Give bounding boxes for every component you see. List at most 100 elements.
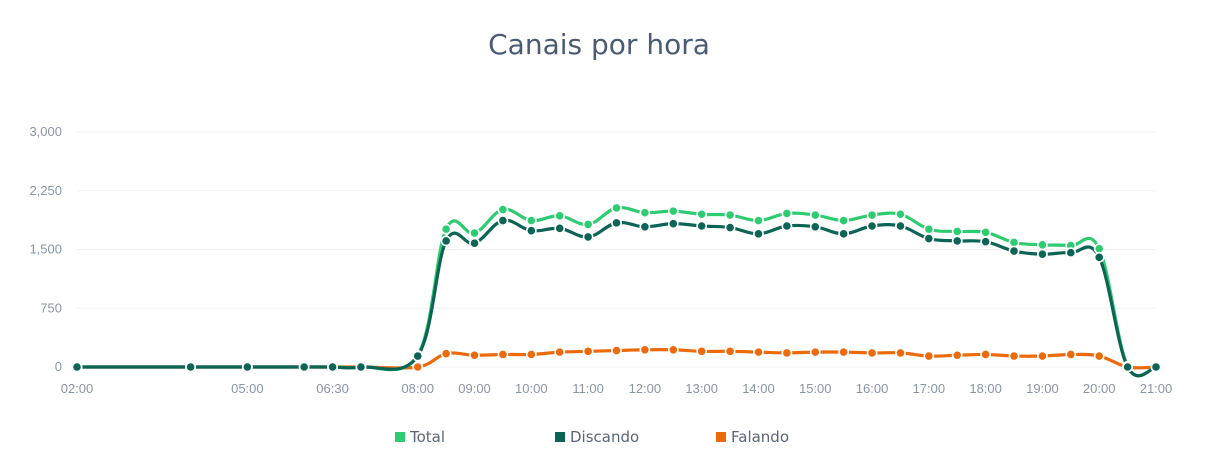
data-point-total[interactable]: [554, 210, 566, 222]
data-point-discando[interactable]: [724, 222, 736, 233]
data-point-falando[interactable]: [554, 346, 566, 358]
x-tick-label: 02:00: [61, 381, 94, 396]
data-point-discando[interactable]: [866, 220, 878, 232]
legend-item-falando[interactable]: Falando: [716, 428, 789, 446]
data-point-falando[interactable]: [980, 349, 992, 360]
data-point-discando[interactable]: [71, 361, 83, 373]
y-tick-label: 0: [55, 359, 62, 374]
data-point-falando[interactable]: [753, 346, 764, 358]
data-point-discando[interactable]: [923, 233, 935, 244]
data-point-total[interactable]: [866, 209, 878, 221]
data-point-discando[interactable]: [1150, 361, 1162, 373]
data-point-total[interactable]: [696, 208, 708, 220]
legend-item-discando[interactable]: Discando: [555, 428, 639, 446]
data-point-falando[interactable]: [525, 349, 537, 360]
data-point-discando[interactable]: [582, 231, 594, 243]
data-point-falando[interactable]: [809, 346, 821, 358]
data-point-falando[interactable]: [1008, 350, 1020, 362]
data-point-discando[interactable]: [1037, 248, 1048, 260]
data-point-discando[interactable]: [327, 361, 338, 373]
x-tick-label: 12:00: [629, 381, 662, 396]
data-point-total[interactable]: [525, 215, 537, 226]
x-tick-label: 20:00: [1083, 381, 1116, 396]
data-point-discando[interactable]: [781, 220, 793, 232]
data-point-discando[interactable]: [525, 225, 537, 237]
data-point-falando[interactable]: [866, 347, 878, 359]
data-point-total[interactable]: [895, 208, 906, 220]
data-point-falando[interactable]: [582, 345, 594, 357]
data-point-discando[interactable]: [412, 350, 424, 362]
data-point-falando[interactable]: [667, 344, 679, 356]
data-point-falando[interactable]: [412, 361, 424, 373]
x-tick-label: 11:00: [572, 381, 604, 396]
data-point-total[interactable]: [753, 215, 764, 226]
data-point-discando[interactable]: [469, 237, 480, 249]
legend-item-total[interactable]: Total: [395, 428, 445, 446]
data-point-total[interactable]: [469, 227, 480, 239]
data-point-falando[interactable]: [724, 345, 736, 357]
data-point-discando[interactable]: [241, 361, 253, 373]
legend-swatch-total: [395, 432, 405, 442]
data-point-discando[interactable]: [355, 361, 367, 373]
data-point-discando[interactable]: [809, 221, 821, 233]
data-point-total[interactable]: [582, 219, 594, 230]
data-point-total[interactable]: [724, 209, 736, 221]
data-point-discando[interactable]: [185, 361, 196, 373]
data-point-discando[interactable]: [895, 220, 906, 232]
data-point-falando[interactable]: [440, 348, 452, 360]
data-point-total[interactable]: [951, 226, 963, 237]
data-point-total[interactable]: [497, 204, 509, 215]
data-point-total[interactable]: [639, 207, 651, 219]
data-point-falando[interactable]: [781, 347, 793, 359]
x-tick-label: 13:00: [685, 381, 718, 396]
data-point-discando[interactable]: [753, 228, 764, 240]
data-point-total[interactable]: [980, 226, 992, 238]
data-point-falando[interactable]: [696, 345, 708, 357]
x-tick-label: 08:00: [401, 381, 434, 396]
data-point-total[interactable]: [781, 208, 793, 219]
data-point-discando[interactable]: [440, 235, 452, 247]
data-point-discando[interactable]: [639, 221, 651, 233]
data-point-discando[interactable]: [554, 222, 566, 234]
data-point-falando[interactable]: [639, 344, 651, 356]
series-points: [71, 202, 1162, 373]
grid-lines: [77, 131, 1156, 368]
data-point-falando[interactable]: [497, 349, 509, 360]
data-point-discando[interactable]: [298, 361, 310, 373]
data-point-discando[interactable]: [838, 228, 850, 240]
data-point-falando[interactable]: [1065, 349, 1077, 360]
x-tick-label: 16:00: [856, 381, 889, 396]
data-point-falando[interactable]: [951, 349, 963, 361]
data-point-total[interactable]: [923, 223, 935, 235]
data-point-falando[interactable]: [1093, 350, 1105, 362]
data-point-total[interactable]: [611, 202, 622, 214]
x-tick-label: 19:00: [1026, 381, 1059, 396]
y-tick-label: 750: [40, 300, 62, 315]
data-point-discando[interactable]: [1065, 247, 1077, 259]
data-point-falando[interactable]: [469, 349, 480, 361]
data-point-falando[interactable]: [838, 346, 850, 358]
y-tick-label: 1,500: [29, 242, 62, 257]
data-point-discando[interactable]: [1008, 245, 1020, 257]
data-point-discando[interactable]: [951, 235, 963, 247]
data-point-falando[interactable]: [895, 347, 906, 359]
data-point-discando[interactable]: [497, 215, 509, 226]
data-point-discando[interactable]: [611, 217, 622, 229]
data-point-falando[interactable]: [611, 345, 622, 356]
data-point-total[interactable]: [809, 209, 821, 221]
data-point-discando[interactable]: [980, 236, 992, 248]
data-point-total[interactable]: [667, 205, 679, 217]
data-point-discando[interactable]: [1122, 361, 1134, 373]
x-tick-label: 18:00: [969, 381, 1002, 396]
data-point-discando[interactable]: [696, 220, 708, 232]
data-point-falando[interactable]: [923, 350, 935, 362]
data-point-total[interactable]: [440, 223, 452, 235]
data-point-falando[interactable]: [1037, 350, 1048, 362]
data-point-total[interactable]: [838, 215, 850, 226]
legend-swatch-discando: [555, 432, 565, 442]
data-point-total[interactable]: [1037, 239, 1048, 251]
data-point-discando[interactable]: [667, 218, 679, 230]
legend: Total Discando Falando: [0, 428, 1212, 448]
x-axis-labels: 02:00 05:00 06:30 08:00 09:00 10:00 11:00 12:00…: [61, 381, 1173, 396]
data-point-discando[interactable]: [1093, 251, 1105, 263]
